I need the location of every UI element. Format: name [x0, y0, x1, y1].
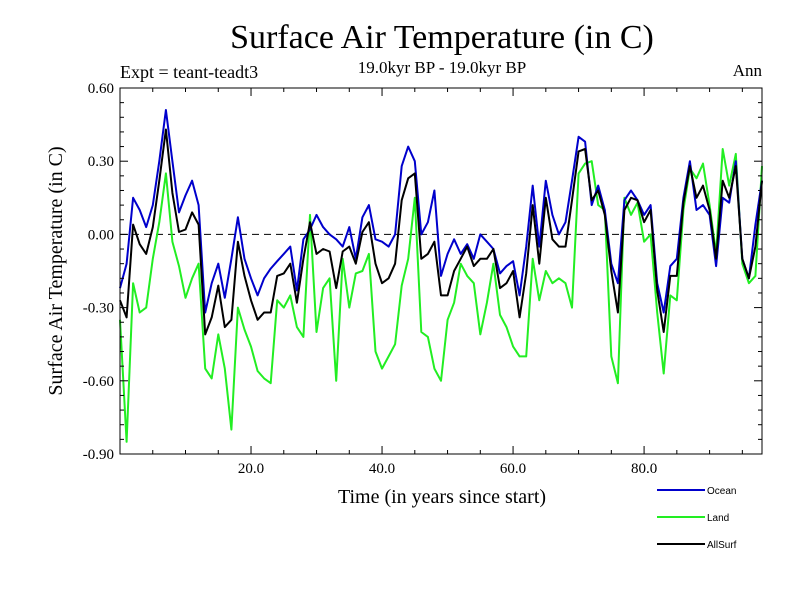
y-tick-label: -0.90	[83, 447, 114, 463]
chart-subtitle: 19.0kyr BP - 19.0kyr BP	[358, 58, 526, 77]
y-tick-label: 0.60	[88, 81, 114, 97]
legend-label-land: Land	[707, 513, 729, 524]
series-line-ocean	[119, 109, 763, 314]
x-axis-label: Time (in years since start)	[338, 486, 546, 508]
series-line-allsurf	[119, 128, 763, 336]
experiment-label: Expt = teant-teadt3	[120, 62, 258, 82]
y-axis-label: Surface Air Temperature (in C)	[45, 146, 67, 395]
x-tick-label: 20.0	[238, 461, 264, 477]
legend: Ocean Land AllSurf	[657, 486, 737, 551]
x-axis: 20.0 40.0 60.0 80.0	[152, 88, 743, 477]
y-axis: -0.90 -0.60 -0.30 0.00 0.30 0.60	[83, 81, 762, 463]
period-label: Ann	[733, 61, 763, 80]
plot-area	[119, 109, 763, 443]
y-tick-label: -0.30	[83, 301, 114, 317]
x-tick-label: 40.0	[369, 461, 395, 477]
x-tick-label: 80.0	[631, 461, 657, 477]
y-tick-label: 0.30	[88, 154, 114, 170]
chart-title: Surface Air Temperature (in C)	[230, 19, 654, 56]
plot-frame	[119, 87, 763, 455]
legend-label-ocean: Ocean	[707, 486, 736, 497]
y-tick-label: 0.00	[88, 227, 114, 243]
series-line-land	[119, 148, 763, 443]
y-tick-label: -0.60	[83, 374, 114, 390]
legend-label-allsurf: AllSurf	[707, 540, 737, 551]
x-tick-label: 60.0	[500, 461, 526, 477]
